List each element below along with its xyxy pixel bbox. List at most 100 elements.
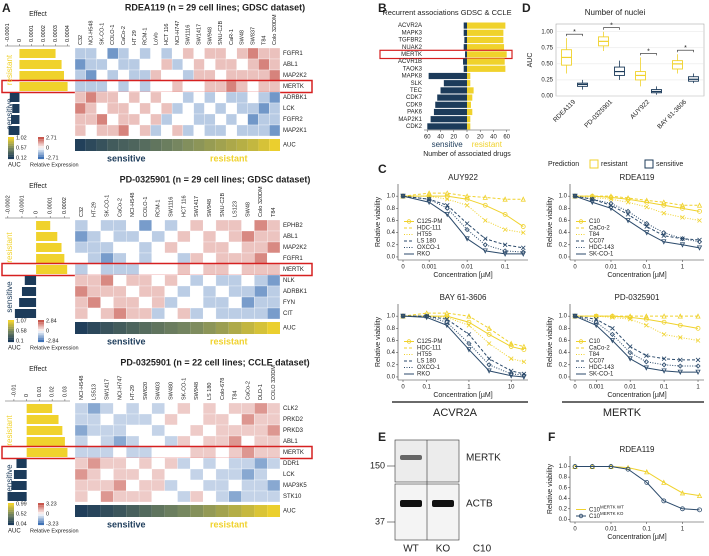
section-heading: MERTK [603, 407, 642, 419]
significance-bracket [566, 33, 583, 37]
heat-cell [258, 80, 270, 93]
column-label: LS123 [233, 201, 239, 217]
heat-cell [151, 424, 165, 437]
heat-cell [202, 413, 217, 426]
auc-cell [118, 139, 129, 151]
bar [437, 94, 467, 101]
column-label: COLO 320DM [271, 365, 277, 400]
x-axis-label: Concentration [µM] [607, 392, 666, 399]
bar [467, 72, 471, 80]
column-label: SW948 [207, 199, 213, 217]
heat-cell [150, 69, 162, 82]
heat-cell [258, 47, 270, 60]
y-axis-label: Relative viability [547, 316, 554, 367]
column-label: SW1417 [197, 24, 203, 45]
auc-cell [228, 322, 242, 334]
heat-cell [138, 479, 153, 492]
point [464, 236, 470, 242]
heat-cell [87, 424, 101, 437]
heat-cell [171, 91, 184, 104]
point [502, 211, 508, 217]
colorbar [38, 328, 44, 332]
bar [463, 44, 467, 51]
legend-label-sup: MERTK KO [600, 511, 624, 516]
heat-cell [177, 402, 191, 415]
y-axis-label: Relative viability [375, 316, 382, 367]
effect-tick-label: 0.02 [50, 386, 56, 397]
heat-cell [113, 230, 127, 243]
band [400, 455, 422, 460]
bar [463, 58, 467, 65]
curve [575, 315, 699, 329]
heat-cell [202, 424, 217, 437]
heat-cell [74, 80, 86, 93]
heat-cell [85, 113, 97, 126]
heat-cell [215, 435, 229, 448]
effect-bar [26, 415, 59, 424]
curve [403, 315, 524, 376]
heat-cell [161, 47, 173, 60]
point [643, 365, 649, 371]
heat-cell [161, 80, 173, 93]
point [627, 316, 633, 322]
heat-cell [113, 219, 127, 232]
column-label: T84 [233, 391, 239, 400]
column-label: SK-CO-1 [104, 195, 110, 217]
point [444, 322, 450, 329]
heat-cell [193, 69, 205, 82]
x-axis-label: Concentration [µM] [607, 272, 666, 279]
heat-cell [254, 446, 268, 459]
y-tick-label: 0.6 [559, 338, 568, 344]
effect-bar [36, 221, 51, 230]
bar [433, 108, 467, 116]
heat-cell [177, 413, 191, 426]
category-label: CDK7 [406, 95, 423, 101]
point [695, 357, 701, 363]
heat-cell [267, 296, 281, 309]
x-tick-label: 0.1 [423, 385, 432, 391]
heat-cell [139, 47, 151, 60]
colorbar [8, 337, 14, 340]
point [627, 313, 633, 319]
colorbar-title: Relative Expression [30, 162, 79, 168]
row-label: ADRBK1 [283, 95, 308, 101]
point [593, 316, 599, 322]
y-tick-label: 0.4 [387, 350, 396, 356]
heat-cell [150, 80, 162, 93]
heat-cell [107, 80, 119, 93]
heat-cell [190, 274, 204, 287]
heat-cell [113, 468, 127, 481]
heat-cell [215, 307, 229, 320]
heat-cell [228, 413, 242, 426]
row-label: MERTK [283, 84, 304, 90]
y-tick-label: 0.2 [559, 362, 568, 368]
colorbar [38, 322, 44, 325]
bar [467, 123, 471, 130]
heat-cell [228, 435, 242, 448]
group-label: resistant [210, 153, 248, 163]
heat-cell [202, 230, 217, 243]
heat-cell [228, 457, 242, 470]
effect-bar [19, 82, 68, 91]
point [589, 464, 595, 469]
column-label: RCM-1 [156, 200, 162, 217]
legend-label: HT55 [417, 352, 432, 358]
heat-cell [241, 241, 255, 254]
row-label: LCK [283, 106, 295, 112]
effect-tick-label: 0.0001 [29, 25, 35, 42]
heat-cell [126, 285, 140, 298]
heat-cell [161, 58, 173, 71]
auc-cell [100, 505, 114, 517]
point [464, 193, 470, 199]
x-tick-label: 20 [450, 135, 457, 141]
heat-cell [100, 307, 114, 320]
chart-title: AUY922 [448, 173, 478, 182]
heat-cell [74, 252, 88, 265]
heat-cell [267, 263, 281, 276]
point [625, 199, 631, 205]
heat-cell [269, 124, 281, 137]
colorbar-title: AUC [8, 529, 21, 535]
heat-cell [202, 285, 217, 298]
category-label: MAP2K1 [398, 117, 422, 123]
y-axis-label: AUC [527, 53, 534, 68]
